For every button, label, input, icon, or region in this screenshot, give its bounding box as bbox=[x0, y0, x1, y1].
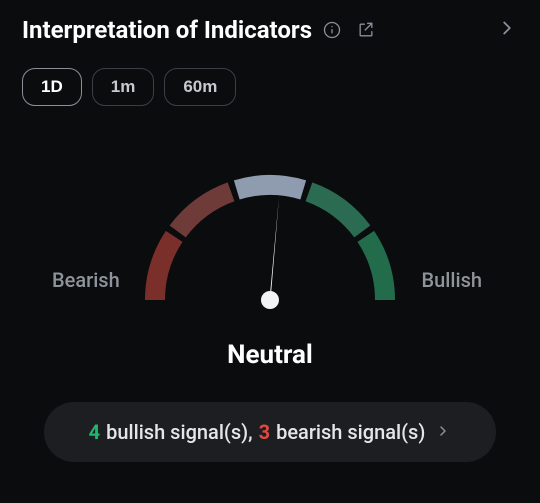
gauge-segment-strong-bullish bbox=[366, 236, 385, 300]
sentiment-gauge: Bearish Bullish bbox=[120, 150, 420, 310]
bullish-text: bullish signal(s), bbox=[106, 420, 252, 444]
bearish-count: 3 bbox=[259, 420, 270, 444]
gauge-segment-strong-bearish bbox=[155, 236, 174, 300]
gauge-segment-bearish bbox=[178, 192, 231, 232]
bearish-text: bearish signal(s) bbox=[276, 420, 425, 444]
header-icons bbox=[322, 20, 376, 40]
tab-1m[interactable]: 1m bbox=[92, 68, 155, 106]
tab-1d[interactable]: 1D bbox=[22, 68, 82, 106]
timeframe-tabs: 1D 1m 60m bbox=[0, 44, 540, 106]
chevron-right-icon bbox=[435, 420, 451, 444]
share-icon[interactable] bbox=[356, 20, 376, 40]
gauge-pivot bbox=[261, 291, 279, 309]
tab-60m[interactable]: 60m bbox=[164, 68, 236, 106]
header: Interpretation of Indicators bbox=[0, 0, 540, 44]
gauge-label-bullish: Bullish bbox=[422, 268, 482, 292]
gauge-container: Bearish Bullish Neutral bbox=[0, 106, 540, 370]
gauge-segment-bullish bbox=[309, 192, 362, 232]
gauge-status: Neutral bbox=[227, 340, 313, 370]
signals-summary[interactable]: 4 bullish signal(s), 3 bearish signal(s) bbox=[44, 402, 496, 462]
gauge-needle bbox=[270, 195, 279, 292]
bullish-count: 4 bbox=[89, 420, 100, 444]
info-icon[interactable] bbox=[322, 20, 342, 40]
gauge-label-bearish: Bearish bbox=[52, 268, 120, 292]
chevron-right-icon[interactable] bbox=[496, 17, 518, 43]
gauge-segment-neutral bbox=[237, 185, 303, 190]
page-title: Interpretation of Indicators bbox=[22, 16, 312, 44]
